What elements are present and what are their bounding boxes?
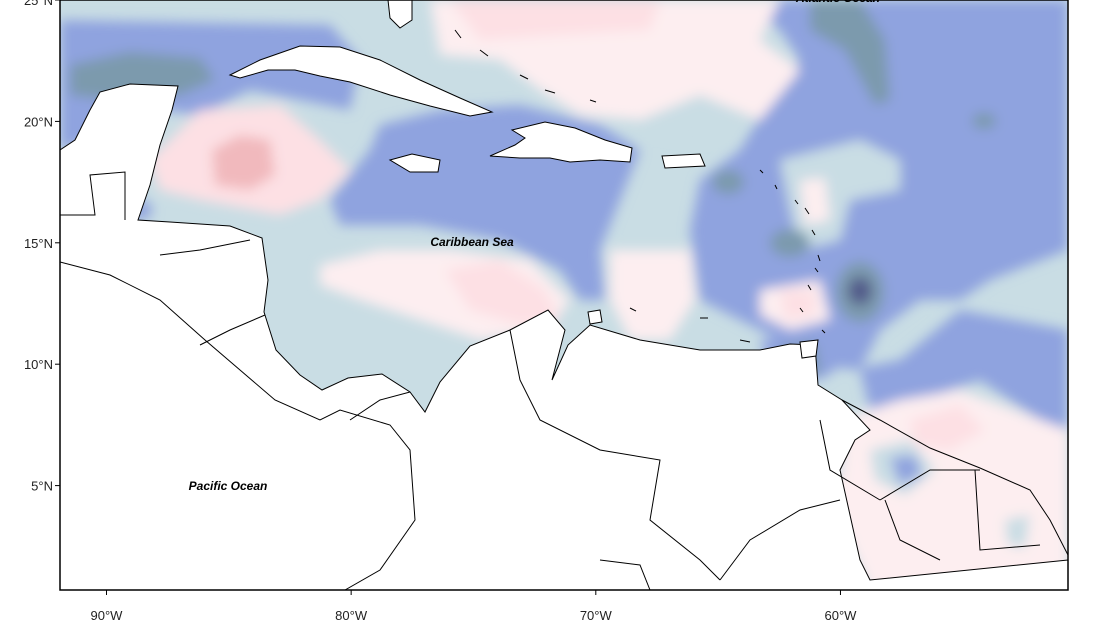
contour-dark xyxy=(770,229,810,257)
contour-dark xyxy=(810,0,890,105)
island-jamaica xyxy=(388,153,441,173)
island-cuba xyxy=(228,45,494,117)
ocean-label: Atlantic Ocean xyxy=(795,0,880,5)
island-chain xyxy=(454,29,826,343)
contour-darkest xyxy=(848,277,872,305)
contour-pink xyxy=(610,250,695,340)
contour-pink xyxy=(800,178,830,225)
contour-blue xyxy=(890,455,922,485)
y-tick-label: 20°N xyxy=(24,114,53,129)
island-puerto-rico xyxy=(661,153,706,169)
border xyxy=(509,329,841,590)
x-tick-label: 90°W xyxy=(91,608,124,623)
x-tick-label: 80°W xyxy=(335,608,368,623)
border xyxy=(819,419,1041,561)
map-field xyxy=(60,0,1068,590)
contour-dark xyxy=(70,52,215,100)
contour-dark xyxy=(712,170,744,194)
y-tick-label: 15°N xyxy=(24,236,53,251)
ocean-label: Caribbean Sea xyxy=(430,235,514,249)
contour-pink xyxy=(780,290,815,320)
contour-pink xyxy=(450,0,660,40)
island-florida xyxy=(387,0,413,29)
axes: 90°W 80°W 70°W 60°W 5°N 10°N 15°N 20°N 25°N xyxy=(24,0,857,623)
coastline xyxy=(60,261,416,590)
ocean-label: Pacific Ocean xyxy=(189,479,268,493)
contour-pink xyxy=(910,405,985,450)
island-hispaniola xyxy=(489,121,633,163)
contour-light xyxy=(1005,515,1030,548)
contour-pink xyxy=(445,260,560,325)
x-tick-label: 70°W xyxy=(580,608,613,623)
coastline xyxy=(841,399,1068,556)
island-trinidad xyxy=(799,339,819,359)
island-curacao xyxy=(587,309,603,325)
map-frame xyxy=(59,0,1069,591)
land-mainland xyxy=(60,83,1068,590)
y-tick-label: 25°N xyxy=(24,0,53,8)
contour-pink xyxy=(810,390,1068,590)
x-tick-label: 60°W xyxy=(824,608,857,623)
y-tick-label: 10°N xyxy=(24,357,53,372)
contour-dark xyxy=(972,113,996,129)
ocean-labels: Atlantic Ocean Caribbean Sea Pacific Ocean xyxy=(189,0,880,493)
y-tick-label: 5°N xyxy=(31,479,53,494)
contour-pink-dark xyxy=(212,135,275,190)
border xyxy=(60,171,411,421)
